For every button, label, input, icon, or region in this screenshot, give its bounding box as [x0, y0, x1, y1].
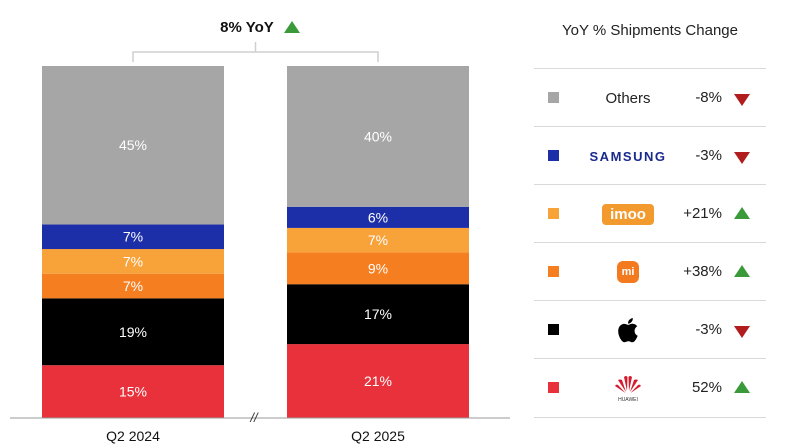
swatch-imoo [548, 208, 559, 219]
legend-row-apple: -3% [534, 300, 766, 359]
imoo-badge: imoo [602, 203, 654, 225]
yoy-legend-panel: YoY % Shipments Change Others -8% SAMSUN… [534, 10, 766, 430]
change-value-imoo: +21% [683, 205, 722, 222]
change-value-huawei: 52% [691, 379, 722, 396]
data-label-others-1: 45% [119, 137, 147, 153]
samsung-wordmark: SAMSUNG [589, 148, 667, 164]
legend-title: YoY % Shipments Change [562, 22, 738, 39]
brand-label-others: Others [605, 89, 651, 107]
up-arrow-icon [734, 207, 750, 219]
legend-row-huawei: HUAWEI 52% [534, 358, 766, 418]
legend-row-others: Others -8% [534, 68, 766, 127]
swatch-others [548, 92, 559, 103]
apple-logo-icon [574, 301, 682, 359]
huawei-logo-icon: HUAWEI [574, 359, 682, 417]
bar-segment-xiaomi-1 [42, 273, 224, 299]
down-arrow-icon [734, 326, 750, 338]
change-value-apple: -3% [695, 321, 722, 338]
down-arrow-icon [734, 152, 750, 164]
bar-segment-imoo-2 [287, 227, 469, 253]
yoy-bracket [132, 42, 379, 62]
data-label-apple-2: 17% [364, 306, 392, 322]
imoo-logo-icon: imoo [574, 185, 682, 243]
bar-segment-apple-1 [42, 298, 224, 366]
up-arrow-icon [734, 381, 750, 393]
legend-row-imoo: imoo +21% [534, 184, 766, 243]
mi-badge: mi [617, 261, 639, 283]
bar-segment-others-1 [42, 66, 224, 225]
up-arrow-icon [284, 21, 300, 33]
data-label-imoo-1: 7% [123, 253, 143, 269]
data-label-apple-1: 19% [119, 324, 147, 340]
xiaomi-logo-icon: mi [574, 243, 682, 301]
up-arrow-icon [734, 265, 750, 277]
stacked-bar-chart: 15% 19% 7% 7% 7% 45% Q2 2024 21% 17% 9% 7% 6% 40% Q2 … [10, 19, 510, 444]
data-label-samsung-2: 6% [368, 209, 388, 225]
change-value-samsung: -3% [695, 147, 722, 164]
samsung-logo-icon: SAMSUNG [574, 127, 682, 185]
data-label-imoo-2: 7% [368, 232, 388, 248]
brand-others: Others [574, 69, 682, 127]
legend-row-xiaomi: mi +38% [534, 242, 766, 301]
data-label-xiaomi-2: 9% [368, 260, 388, 276]
bar-segment-others-2 [287, 66, 469, 207]
bar-segment-samsung-1 [42, 224, 224, 250]
data-label-others-2: 40% [364, 128, 392, 144]
x-tick-label-2: Q2 2025 [351, 428, 405, 444]
change-value-xiaomi: +38% [683, 263, 722, 280]
bar-segment-imoo-1 [42, 249, 224, 274]
bar-segment-xiaomi-2 [287, 252, 469, 285]
x-tick-label-1: Q2 2024 [106, 428, 160, 444]
data-label-huawei-2: 21% [364, 373, 392, 389]
huawei-wordmark: HUAWEI [618, 397, 638, 403]
change-value-others: -8% [695, 89, 722, 106]
bar-segment-huawei-2 [287, 344, 469, 418]
data-label-huawei-1: 15% [119, 384, 147, 400]
chart-svg: 15% 19% 7% 7% 7% 45% Q2 2024 21% 17% 9% 7% 6% 40% Q2 … [10, 19, 510, 444]
data-label-xiaomi-1: 7% [123, 278, 143, 294]
data-label-samsung-1: 7% [123, 229, 143, 245]
swatch-huawei [548, 382, 559, 393]
yoy-annotation: 8% YoY [220, 19, 274, 36]
bar-segment-samsung-2 [287, 206, 469, 228]
bar-segment-huawei-1 [42, 365, 224, 418]
swatch-apple [548, 324, 559, 335]
swatch-xiaomi [548, 266, 559, 277]
axis-break-mark: // [249, 410, 259, 425]
legend-row-samsung: SAMSUNG -3% [534, 126, 766, 185]
bar-segment-apple-2 [287, 284, 469, 345]
swatch-samsung [548, 150, 559, 161]
apple-logo-glyph [618, 318, 638, 343]
huawei-logo-glyph: HUAWEI [615, 376, 641, 403]
down-arrow-icon [734, 94, 750, 106]
